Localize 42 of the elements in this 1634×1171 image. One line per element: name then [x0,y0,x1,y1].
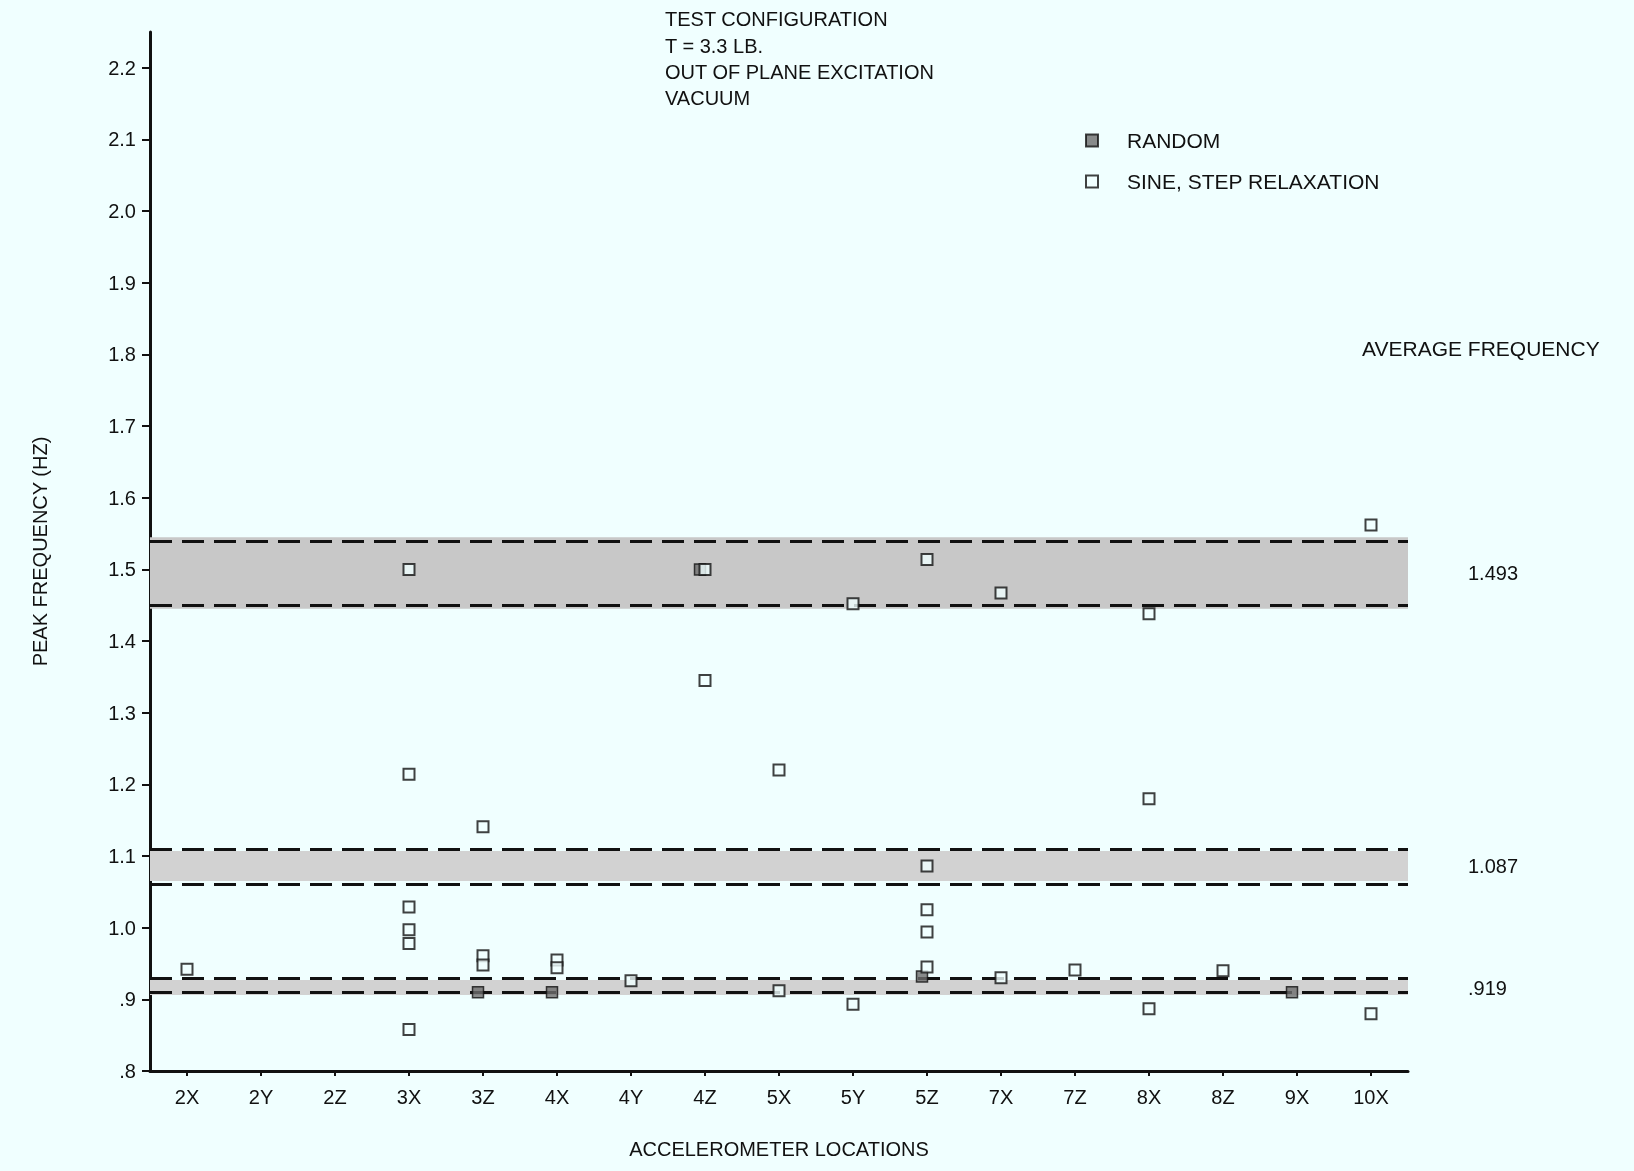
y-tick-label: 1.2 [108,773,136,796]
y-tick-label: 1.1 [108,845,136,868]
legend-label: RANDOM [1127,129,1221,152]
y-tick-label: 1.3 [108,701,136,724]
x-tick-label: 3Z [471,1086,495,1108]
x-tick-label: 4X [544,1086,570,1108]
chart-title: TEST CONFIGURATION [665,8,888,30]
x-tick-label: 8X [1136,1086,1162,1108]
band-label: 1.493 [1468,562,1519,584]
y-tick-label: 1.6 [108,486,136,509]
x-tick-label: 2Z [323,1086,347,1108]
x-tick-label: 7Z [1063,1086,1087,1108]
x-tick-label: 10X [1353,1086,1389,1108]
x-tick-label: 4Y [618,1086,644,1108]
y-tick-label: 1.5 [108,558,136,581]
band-label: 1.087 [1468,855,1519,878]
x-tick-label: 7X [988,1086,1014,1108]
y-tick-label: 1.8 [108,343,136,366]
y-tick-label: 2.0 [108,200,136,223]
y-tick-label: 1.7 [108,415,136,438]
x-tick-label: 5Z [915,1086,939,1108]
y-tick-label: 2.1 [108,128,136,151]
x-tick-label: 2Y [248,1086,274,1108]
x-tick-label: 5X [766,1086,792,1108]
x-tick-label: 3X [396,1086,422,1108]
annotation: AVERAGE FREQUENCY [1362,337,1600,360]
y-tick-label: 1.9 [108,271,136,294]
x-tick-label: 5Y [840,1086,866,1108]
x-tick-label: 8Z [1211,1086,1235,1108]
x-axis-title: ACCELEROMETER LOCATIONS [629,1138,929,1160]
x-tick-label: 9X [1284,1086,1310,1108]
y-tick-label: .9 [119,988,136,1011]
y-tick-label: 1.4 [108,630,136,653]
y-axis-title: PEAK FREQUENCY (HZ) [29,436,51,667]
y-tick-label: .8 [119,1060,136,1082]
x-tick-label: 4Z [693,1086,717,1108]
band-label: .919 [1468,976,1507,999]
y-tick-label: 2.2 [108,56,136,79]
legend-label: SINE, STEP RELAXATION [1127,170,1380,193]
x-tick-label: 2X [174,1086,200,1108]
y-tick-label: 1.0 [108,916,136,939]
text: T = 3.3 LB. OUT OF PLANE EXCITATION VACUUM [665,35,934,109]
